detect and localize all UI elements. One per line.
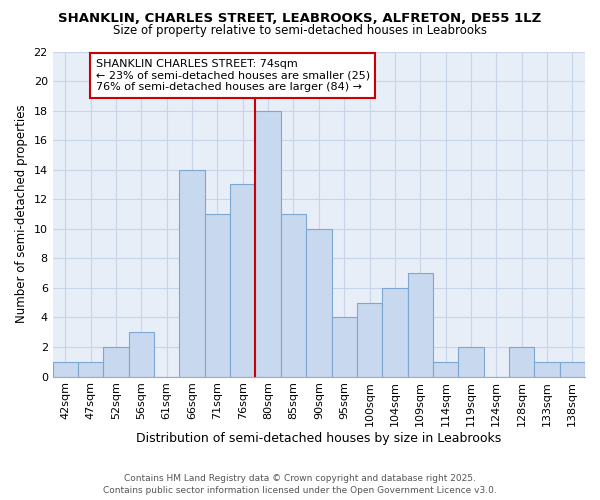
Bar	[179, 170, 205, 376]
Bar	[78, 362, 103, 376]
Bar	[103, 347, 129, 376]
Bar	[509, 347, 535, 376]
Bar	[458, 347, 484, 376]
Bar	[205, 214, 230, 376]
Bar	[357, 302, 382, 376]
Bar	[382, 288, 407, 376]
Text: Contains HM Land Registry data © Crown copyright and database right 2025.
Contai: Contains HM Land Registry data © Crown c…	[103, 474, 497, 495]
Text: SHANKLIN, CHARLES STREET, LEABROOKS, ALFRETON, DE55 1LZ: SHANKLIN, CHARLES STREET, LEABROOKS, ALF…	[58, 12, 542, 26]
Bar	[535, 362, 560, 376]
Bar	[53, 362, 78, 376]
Bar	[407, 273, 433, 376]
Bar	[306, 229, 332, 376]
Bar	[129, 332, 154, 376]
Text: SHANKLIN CHARLES STREET: 74sqm
← 23% of semi-detached houses are smaller (25)
76: SHANKLIN CHARLES STREET: 74sqm ← 23% of …	[96, 59, 370, 92]
Bar	[332, 318, 357, 376]
Bar	[433, 362, 458, 376]
Bar	[256, 110, 281, 376]
Bar	[230, 184, 256, 376]
X-axis label: Distribution of semi-detached houses by size in Leabrooks: Distribution of semi-detached houses by …	[136, 432, 502, 445]
Bar	[560, 362, 585, 376]
Y-axis label: Number of semi-detached properties: Number of semi-detached properties	[15, 104, 28, 324]
Bar	[281, 214, 306, 376]
Text: Size of property relative to semi-detached houses in Leabrooks: Size of property relative to semi-detach…	[113, 24, 487, 37]
